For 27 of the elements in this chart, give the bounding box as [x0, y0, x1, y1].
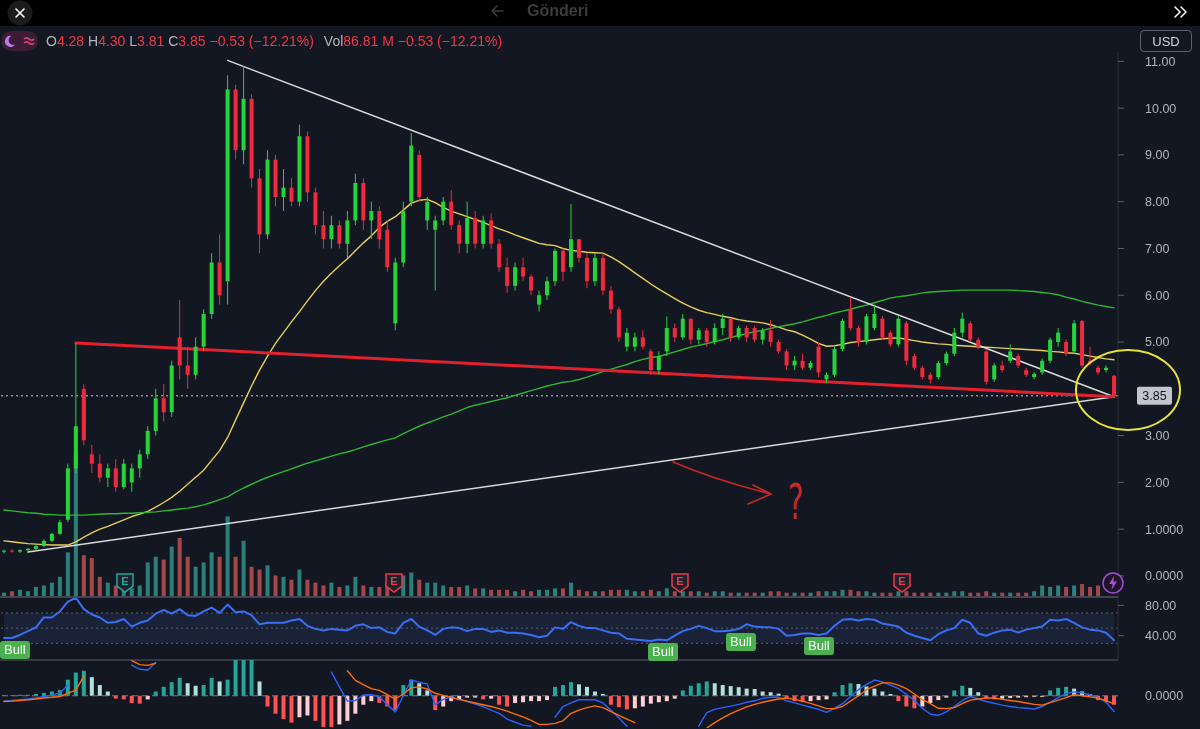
annotation: Bull [804, 637, 834, 655]
chart-title: Vol86.81 M −0.53 (−12.21%) [323, 33, 503, 49]
y-tick-label: 1.0000 [1145, 522, 1184, 537]
y-tick-label: 80.00 [1145, 598, 1177, 613]
text: USD [1140, 30, 1192, 52]
annotation: E [897, 574, 907, 588]
y-tick-label: 11.00 [1145, 54, 1176, 69]
y-tick-label: 9.00 [1145, 148, 1170, 163]
annotation: E [675, 574, 685, 588]
text: Gönderi [527, 1, 589, 21]
y-tick-label: 5.00 [1145, 335, 1170, 350]
y-tick-label: 2.00 [1145, 475, 1170, 490]
annotation: Bull [726, 633, 756, 651]
y-tick-label: 3.00 [1145, 429, 1170, 444]
annotation: E [389, 574, 399, 588]
y-tick-label: 10.00 [1145, 101, 1177, 116]
y-tick-label: 8.00 [1145, 195, 1170, 210]
ref-line-label: 3.85 [1142, 389, 1167, 404]
y-tick-label: 40.00 [1145, 629, 1177, 644]
y-tick-label: 0.0000 [1145, 569, 1184, 584]
annotation: E [120, 574, 130, 588]
annotation: Bull [648, 643, 678, 661]
chart-title: O4.28 H4.30 L3.81 C3.85 −0.53 (−12.21%) [46, 33, 314, 49]
annotation: Bull [0, 641, 30, 659]
annotation: ? [788, 473, 804, 531]
y-tick-label: 7.00 [1145, 241, 1170, 256]
y-tick-label: 6.00 [1145, 288, 1170, 303]
